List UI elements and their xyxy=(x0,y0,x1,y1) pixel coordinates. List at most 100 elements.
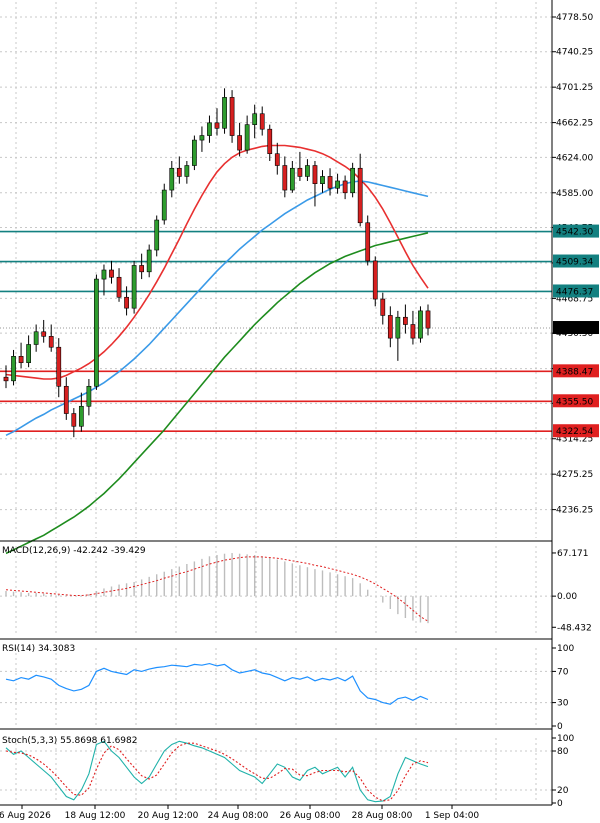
rsi-label: RSI(14) 34.3083 xyxy=(2,644,75,654)
candle-body xyxy=(372,260,378,300)
stoch-tick-label: 80 xyxy=(557,747,569,757)
ma_mid-line xyxy=(5,180,429,437)
stoch-panel[interactable]: 100 80 20 0 Stoch(5,3,3) 55.8698 61.6982 xyxy=(0,734,574,809)
candle-body xyxy=(41,331,47,337)
candle-body xyxy=(222,97,227,129)
price-tick-label: 4585.00 xyxy=(556,189,593,199)
price-levels xyxy=(0,230,552,433)
current-price-label: 4436.14 xyxy=(556,324,593,334)
candle-body xyxy=(124,296,129,309)
candle-body xyxy=(139,265,145,273)
candle-body xyxy=(116,276,122,298)
price-tick-label: 4314.25 xyxy=(556,435,593,445)
level-label-box xyxy=(553,284,599,298)
candle-body xyxy=(327,176,333,189)
candle-body xyxy=(418,310,423,339)
rsi-panel[interactable]: 100 70 30 0 RSI(14) 34.3083 xyxy=(0,644,574,732)
candle-body xyxy=(387,315,393,339)
stoch-lines xyxy=(5,740,429,803)
rsi-line xyxy=(5,662,429,705)
level-label-box xyxy=(553,394,599,408)
price-tick-label: 4701.25 xyxy=(556,83,593,93)
candle-body xyxy=(48,336,54,348)
price-tick-label: 4275.25 xyxy=(556,470,593,480)
candle-body xyxy=(297,167,303,177)
candle-body xyxy=(244,124,250,151)
time-tick-label: 18 Aug 12:00 xyxy=(65,811,126,821)
stoch-tick-label: 20 xyxy=(557,786,569,796)
time-axis: 16 Aug 2026 18 Aug 12:00 20 Aug 12:00 24 Au… xyxy=(0,805,479,821)
level-label: 4322.54 xyxy=(556,427,593,437)
rsi-tick-label: 30 xyxy=(557,699,569,709)
macd-axis: 67.171 0.00 -48.432 xyxy=(552,549,592,633)
candle-body xyxy=(259,113,265,130)
candle-body xyxy=(26,344,31,363)
price-tick-label: 4778.50 xyxy=(556,13,593,23)
time-tick-label: 1 Sep 04:00 xyxy=(425,811,480,821)
candle-body xyxy=(71,413,77,427)
candle-body xyxy=(33,331,39,345)
macd-histogram xyxy=(5,553,429,624)
candle-body xyxy=(380,298,386,316)
stoch-grid xyxy=(0,738,552,803)
candle-body xyxy=(94,278,99,387)
candle-body xyxy=(3,376,9,382)
candle-body xyxy=(305,165,310,177)
price-tick-label: 4740.25 xyxy=(556,48,593,58)
candle-body xyxy=(192,139,197,166)
level-label-box xyxy=(553,254,599,268)
price-axis: 4778.50 4740.25 4701.25 4662.25 4624.00 4585.… xyxy=(552,13,599,516)
candle-body xyxy=(214,122,220,129)
candle-body xyxy=(86,385,92,407)
rsi-tick-label: 70 xyxy=(557,667,569,677)
candle-body xyxy=(63,385,69,414)
ma_slow-line xyxy=(5,232,429,555)
price-tick-label: 4430.50 xyxy=(556,329,593,339)
price-grid xyxy=(0,2,552,538)
rsi-tick-label: 100 xyxy=(557,644,574,654)
candle-body xyxy=(274,153,280,166)
candle-body xyxy=(267,128,273,155)
candle-body xyxy=(237,135,242,151)
price-tick-label: 4468.75 xyxy=(556,294,593,304)
time-tick-label: 28 Aug 08:00 xyxy=(352,811,413,821)
candle-body xyxy=(229,97,235,136)
level-label: 4509.34 xyxy=(556,258,593,268)
candle-body xyxy=(184,165,190,177)
level-label: 4355.50 xyxy=(556,397,593,407)
candle-body xyxy=(410,324,416,339)
candle-body xyxy=(312,165,318,184)
ma_fast-line xyxy=(5,144,429,380)
candle-body xyxy=(176,167,182,177)
price-tick-label: 4236.25 xyxy=(556,506,593,516)
candle-body xyxy=(154,219,160,251)
rsi-polyline xyxy=(5,662,429,705)
candle-body xyxy=(199,135,205,141)
macd-panel[interactable]: 67.171 0.00 -48.432 MACD(12,26,9) -42.242 … xyxy=(0,546,592,636)
macd-tick-label: 67.171 xyxy=(557,549,589,559)
rsi-axis: 100 70 30 0 xyxy=(552,644,574,732)
candle-body xyxy=(282,165,288,191)
candle-body xyxy=(146,249,152,273)
price-tick-label: 4624.00 xyxy=(556,153,593,163)
stoch-label: Stoch(5,3,3) 55.8698 61.6982 xyxy=(2,736,137,746)
stoch-tick-label: 100 xyxy=(557,734,574,744)
time-tick-label: 26 Aug 08:00 xyxy=(280,811,341,821)
stoch-tick-label: 0 xyxy=(557,799,563,809)
candle-body xyxy=(11,356,16,382)
candle-body xyxy=(252,113,258,125)
level-label-box xyxy=(553,424,599,438)
candle-body xyxy=(350,167,356,194)
rsi-grid xyxy=(0,648,552,726)
candle-body xyxy=(101,269,107,280)
candle-body xyxy=(395,316,401,339)
candle-body xyxy=(403,316,408,325)
candle-body xyxy=(365,222,371,262)
price-panel[interactable]: 4778.50 4740.25 4701.25 4662.25 4624.00 4585.… xyxy=(0,2,599,555)
candle-body xyxy=(78,405,84,427)
macd-grid xyxy=(0,546,552,636)
candle-body xyxy=(56,346,62,387)
rsi-tick-label: 0 xyxy=(557,722,563,732)
level-label-box xyxy=(553,224,599,238)
